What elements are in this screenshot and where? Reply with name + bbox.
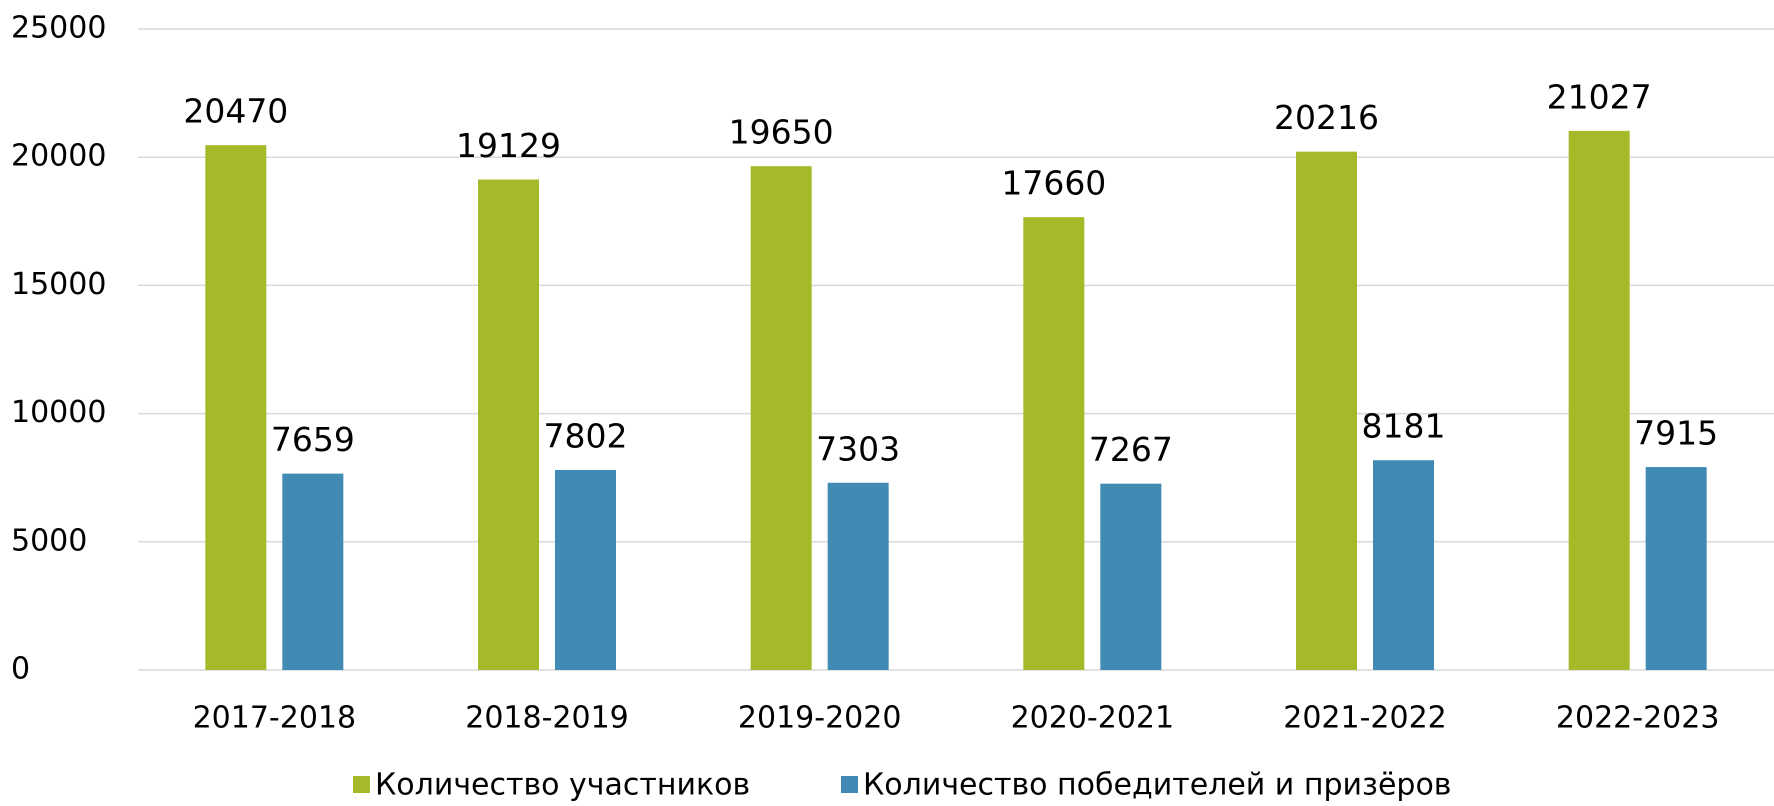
- y-tick-label: 0: [11, 652, 30, 687]
- data-label: 7802: [544, 416, 628, 455]
- y-tick-label: 5000: [11, 523, 87, 558]
- legend-label: Количество победителей и призёров: [863, 768, 1452, 803]
- y-tick-label: 10000: [11, 395, 106, 430]
- x-tick-label: 2019-2020: [738, 701, 902, 736]
- bar: [1023, 217, 1085, 670]
- bar: [282, 473, 344, 670]
- x-tick-label: 2018-2019: [465, 701, 629, 736]
- bar: [205, 145, 267, 671]
- data-label: 8181: [1362, 407, 1446, 446]
- y-tick-label: 15000: [11, 267, 106, 302]
- x-tick-label: 2022-2023: [1556, 701, 1720, 736]
- data-label: 17660: [1001, 164, 1106, 203]
- bar: [478, 179, 539, 670]
- x-tick-label: 2020-2021: [1011, 701, 1175, 736]
- legend-swatch: [841, 776, 858, 793]
- bar: [1568, 130, 1630, 670]
- bar: [1296, 151, 1357, 671]
- data-label: 19650: [729, 113, 834, 152]
- x-tick-label: 2017-2018: [193, 701, 357, 736]
- bar: [1373, 460, 1434, 670]
- data-label: 7659: [271, 420, 355, 459]
- bar: [555, 469, 616, 670]
- legend-label: Количество участников: [375, 768, 750, 803]
- data-label: 7267: [1089, 430, 1173, 469]
- bar: [1645, 467, 1707, 670]
- bar: [827, 482, 889, 670]
- y-tick-label: 20000: [11, 139, 106, 174]
- y-tick-label: 25000: [11, 11, 106, 46]
- data-label: 7303: [816, 429, 900, 468]
- bar: [750, 166, 812, 670]
- bar: [1100, 483, 1162, 670]
- data-label: 21027: [1547, 77, 1652, 116]
- data-label: 19129: [456, 126, 561, 165]
- data-label: 20216: [1274, 98, 1379, 137]
- data-label: 7915: [1634, 414, 1718, 453]
- x-tick-label: 2021-2022: [1283, 701, 1447, 736]
- data-label: 20470: [183, 92, 288, 131]
- legend-swatch: [353, 776, 370, 793]
